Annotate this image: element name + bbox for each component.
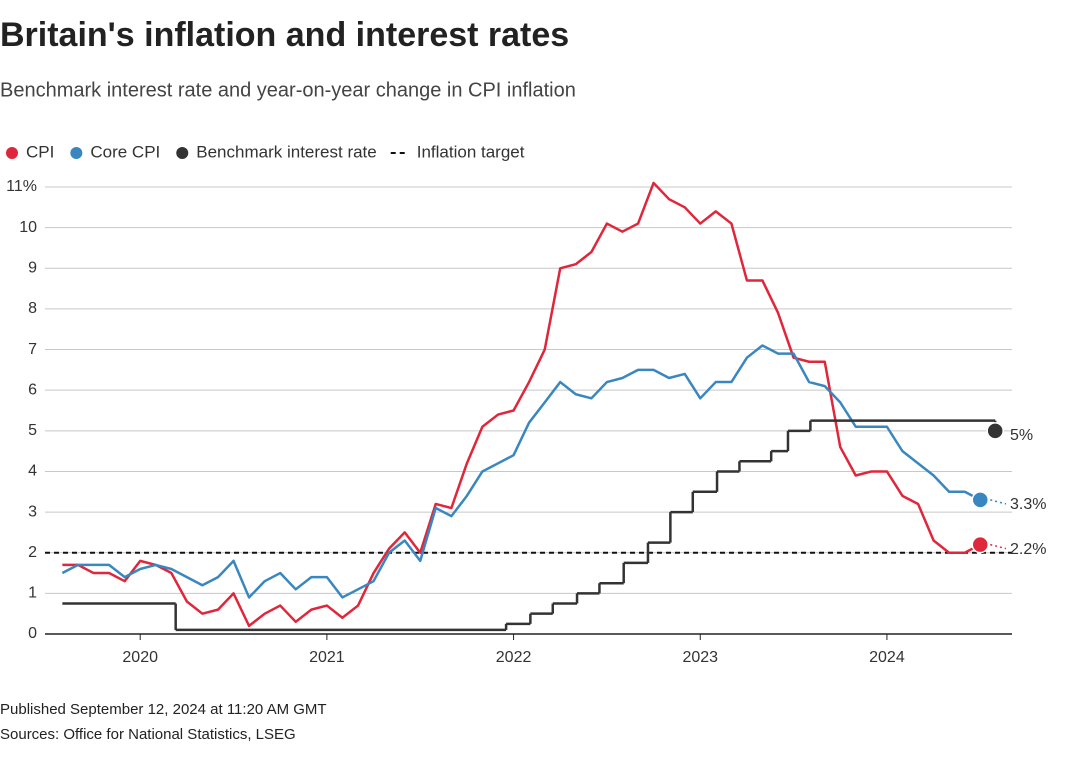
y-tick-label: 7 bbox=[28, 341, 37, 358]
label-connector bbox=[990, 499, 1007, 505]
x-tick-label: 2023 bbox=[682, 649, 718, 666]
y-tick-label: 3 bbox=[28, 503, 37, 520]
legend-label: Benchmark interest rate bbox=[196, 142, 376, 161]
y-tick-label: 2 bbox=[28, 544, 37, 561]
legend-label: Inflation target bbox=[417, 142, 525, 161]
y-tick-label: 9 bbox=[28, 259, 37, 276]
y-tick-label: 6 bbox=[28, 381, 37, 398]
x-tick-label: 2022 bbox=[496, 649, 532, 666]
y-tick-label: 5 bbox=[28, 422, 37, 439]
legend-swatch bbox=[6, 147, 18, 159]
label-connector bbox=[990, 543, 1007, 550]
end-label: 2.2% bbox=[1010, 541, 1046, 558]
end-marker bbox=[986, 422, 1004, 440]
end-marker bbox=[971, 491, 990, 509]
end-marker bbox=[971, 535, 990, 554]
y-tick-label: 1 bbox=[28, 585, 37, 602]
chart-subtitle: Benchmark interest rate and year-on-year… bbox=[0, 79, 576, 101]
y-tick-label: 0 bbox=[28, 625, 37, 642]
x-tick-label: 2021 bbox=[309, 649, 345, 666]
source-note: Sources: Office for National Statistics,… bbox=[0, 726, 296, 743]
series-line bbox=[61, 344, 981, 599]
legend-label: CPI bbox=[26, 142, 54, 161]
y-tick-label: 10 bbox=[19, 219, 37, 236]
y-tick-label: 11% bbox=[6, 178, 37, 195]
y-tick-label: 8 bbox=[28, 300, 37, 317]
x-tick-label: 2020 bbox=[122, 649, 158, 666]
end-label: 3.3% bbox=[1010, 496, 1046, 513]
y-tick-label: 4 bbox=[28, 463, 37, 480]
legend-swatch bbox=[70, 147, 83, 159]
x-tick-label: 2024 bbox=[869, 649, 905, 666]
legend-label: Core CPI bbox=[90, 142, 160, 161]
published-note: Published September 12, 2024 at 11:20 AM… bbox=[0, 701, 327, 718]
legend-swatch bbox=[176, 147, 189, 159]
chart-title: Britain's inflation and interest rates bbox=[0, 16, 569, 54]
end-label: 5% bbox=[1010, 427, 1033, 444]
series-line bbox=[62, 181, 981, 628]
